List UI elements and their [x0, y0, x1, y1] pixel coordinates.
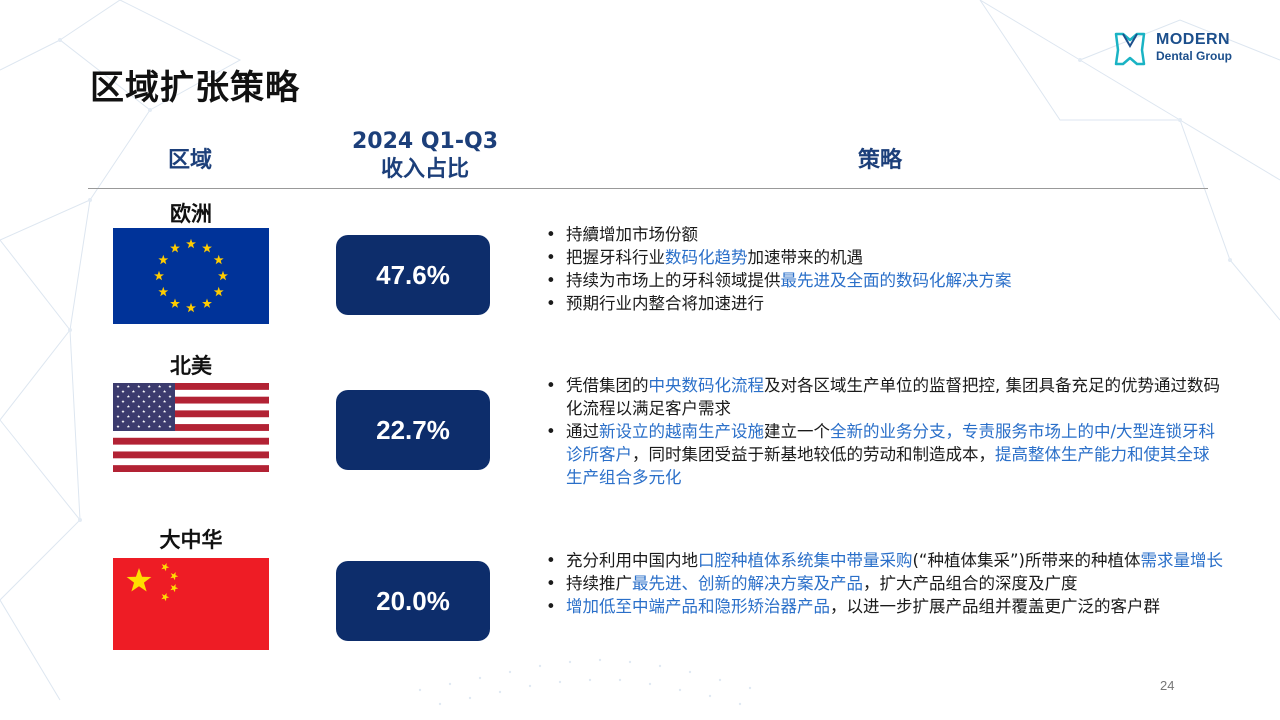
- header-divider: [88, 188, 1208, 189]
- logo-line2: Dental Group: [1156, 49, 1233, 63]
- revenue-share-greater-china: 20.0%: [336, 561, 490, 641]
- highlight-text: 最先进及全面的数码化解决方案: [780, 271, 1012, 290]
- strategy-bullet: 增加低至中端产品和隐形矫治器产品，以进一步扩展产品组并覆盖更广泛的客户群: [544, 595, 1224, 618]
- strategy-bullet: 持續增加市场份额: [544, 223, 1224, 246]
- bullet-text: 通过: [566, 422, 599, 441]
- us-flag-icon: [113, 383, 269, 472]
- company-logo: MODERN Dental Group: [1112, 30, 1252, 70]
- highlight-text: 全新的业务分支，专责服务市场上的中/大型连锁牙科诊所客户: [566, 422, 1216, 464]
- logo-line1: MODERN: [1156, 31, 1231, 48]
- strategy-list-europe: 持續增加市场份额把握牙科行业数码化趋势加速带来的机遇持续为市场上的牙科领域提供最…: [544, 223, 1224, 315]
- bullet-text: (“种植体集采”)所带来的种植体: [912, 551, 1141, 570]
- strategy-bullet: 充分利用中国内地口腔种植体系统集中带量采购(“种植体集采”)所带来的种植体需求量…: [544, 549, 1224, 572]
- header-revenue: 2024 Q1-Q3 收入占比: [330, 128, 520, 184]
- region-name-north-america: 北美: [170, 354, 212, 378]
- header-region: 区域: [167, 148, 212, 173]
- strategy-bullet: 通过新设立的越南生产设施建立一个全新的业务分支，专责服务市场上的中/大型连锁牙科…: [544, 420, 1224, 489]
- highlight-text: 最先进、创新的解决方案及产品: [632, 574, 863, 593]
- bullet-text: 持續增加市场份额: [566, 225, 698, 244]
- bullet-text: 凭借集团的: [566, 376, 649, 395]
- cn-flag-icon: [113, 558, 269, 650]
- page-number: 24: [1160, 678, 1175, 693]
- highlight-text: 口腔种植体系统集中带量采购: [698, 551, 913, 570]
- strategy-list-greater-china: 充分利用中国内地口腔种植体系统集中带量采购(“种植体集采”)所带来的种植体需求量…: [544, 549, 1224, 618]
- header-strategy: 策略: [857, 148, 902, 173]
- region-name-europe: 欧洲: [170, 202, 212, 226]
- strategy-bullet: 预期行业内整合将加速进行: [544, 292, 1224, 315]
- bullet-text: ，以进一步扩展产品组并覆盖更广泛的客户群: [830, 597, 1160, 616]
- bullet-text: 持续为市场上的牙科领域提供: [566, 271, 781, 290]
- bullet-text: 预期行业内整合将加速进行: [566, 294, 764, 313]
- slide-title: 区域扩张策略: [90, 68, 300, 108]
- bullet-text: ，扩大产品组合的深度及广度: [863, 574, 1078, 593]
- bullet-text: 充分利用中国内地: [566, 551, 698, 570]
- strategy-bullet: 持续推广最先进、创新的解决方案及产品，扩大产品组合的深度及广度: [544, 572, 1224, 595]
- revenue-share-north-america: 22.7%: [336, 390, 490, 470]
- bullet-text: 及对各区域生产单位的监督把控, 集团具备充足的优势通过数码化流程以满足客户需求: [566, 376, 1220, 418]
- strategy-bullet: 把握牙科行业数码化趋势加速带来的机遇: [544, 246, 1224, 269]
- header-revenue-line2: 收入占比: [380, 157, 469, 182]
- eu-flag-icon: [113, 228, 269, 324]
- strategy-bullet: 持续为市场上的牙科领域提供最先进及全面的数码化解决方案: [544, 269, 1224, 292]
- highlight-text: 需求量增长: [1140, 551, 1223, 570]
- bullet-text: 加速带来的机遇: [747, 248, 864, 267]
- highlight-text: 中央数码化流程: [648, 376, 765, 395]
- header-revenue-line1: 2024 Q1-Q3: [351, 129, 499, 154]
- highlight-text: 新设立的越南生产设施: [599, 422, 764, 441]
- strategy-list-north-america: 凭借集团的中央数码化流程及对各区域生产单位的监督把控, 集团具备充足的优势通过数…: [544, 374, 1224, 489]
- bullet-text: 把握牙科行业: [566, 248, 665, 267]
- tooth-logo-icon: [1114, 32, 1146, 66]
- bullet-text: 建立一个: [764, 422, 830, 441]
- region-name-greater-china: 大中华: [159, 528, 223, 552]
- highlight-text: 增加低至中端产品和隐形矫治器产品: [566, 597, 830, 616]
- revenue-share-europe: 47.6%: [336, 235, 490, 315]
- bullet-text: ，同时集团受益于新基地较低的劳动和制造成本，: [632, 445, 995, 464]
- highlight-text: 提高整体生产能力和使其全球生产组合多元化: [566, 445, 1210, 487]
- strategy-bullet: 凭借集团的中央数码化流程及对各区域生产单位的监督把控, 集团具备充足的优势通过数…: [544, 374, 1224, 420]
- bullet-text: 持续推广: [566, 574, 632, 593]
- highlight-text: 数码化趋势: [665, 248, 748, 267]
